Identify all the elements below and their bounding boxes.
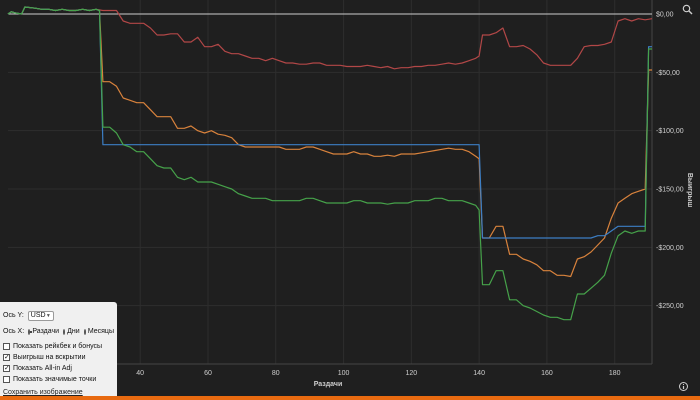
y-tick-label: -$200,00 [656, 245, 684, 252]
save-image-link[interactable]: Сохранить изображение [3, 389, 83, 396]
series-line-green [7, 6, 652, 321]
x-tick-label: 140 [473, 370, 485, 377]
x-axis-radio-days[interactable] [63, 328, 66, 335]
x-axis-row: Ось X: Раздачи Дни Месяцы [3, 325, 114, 338]
checkbox-rakeback[interactable] [3, 343, 10, 350]
bottom-accent-bar [0, 396, 700, 400]
checkbox-showdown-label: Выигрыш на вскрытии [13, 354, 86, 361]
checkbox-significant-points[interactable] [3, 376, 10, 383]
x-tick-label: 120 [406, 370, 418, 377]
checkbox-rakeback-label: Показать рейкбек и бонусы [13, 343, 103, 350]
x-tick-label: 100 [338, 370, 350, 377]
series-line-red [7, 6, 653, 70]
x-axis-option-months: Месяцы [87, 328, 114, 335]
y-tick-label: -$250,00 [656, 303, 684, 310]
y-tick-label: $0,00 [656, 12, 674, 19]
y-axis-label: Ось Y: [3, 312, 24, 319]
series-line-orange [7, 6, 652, 278]
x-axis-option-hands: Раздачи [32, 328, 59, 335]
checkbox-allin-row: ✓ Показать All-in Adj [3, 363, 114, 374]
info-icon[interactable] [676, 382, 690, 396]
x-axis-radio-months[interactable] [83, 328, 86, 335]
x-axis-option-days: Дни [67, 328, 80, 335]
checkbox-points-row: Показать значимые точки [3, 374, 114, 385]
y-tick-label: -$50,00 [656, 70, 680, 77]
x-axis-label: Ось X: [3, 328, 25, 335]
checkbox-rakeback-row: Показать рейкбек и бонусы [3, 341, 114, 352]
x-axis-radio-hands[interactable] [28, 328, 33, 335]
x-tick-label: 60 [204, 370, 212, 377]
checkbox-allin-label: Показать All-in Adj [13, 365, 72, 372]
checkbox-showdown[interactable]: ✓ [3, 354, 10, 361]
chart-grid [8, 0, 652, 364]
checkbox-points-label: Показать значимые точки [13, 376, 97, 383]
chart-options-panel: Ось Y: USD ▼ Ось X: Раздачи Дни Месяцы П… [0, 302, 117, 396]
y-axis-select-value: USD [30, 312, 46, 319]
checkbox-showdown-row: ✓ Выигрыш на вскрытии [3, 352, 114, 363]
x-tick-label: 180 [609, 370, 621, 377]
y-axis-row: Ось Y: USD ▼ [3, 308, 114, 323]
x-tick-label: 80 [272, 370, 280, 377]
y-axis-title: Выигрыш [686, 173, 693, 208]
y-tick-label: -$150,00 [656, 187, 684, 194]
chevron-down-icon: ▼ [45, 312, 51, 319]
x-tick-label: 160 [541, 370, 553, 377]
x-axis-title: Раздачи [314, 381, 343, 388]
magnifier-icon[interactable] [680, 4, 694, 18]
chart-series [7, 6, 653, 321]
y-tick-label: -$100,00 [656, 128, 684, 135]
y-axis-select[interactable]: USD ▼ [27, 310, 54, 321]
x-tick-label: 40 [136, 370, 144, 377]
checkbox-allin-adj[interactable]: ✓ [3, 365, 10, 372]
